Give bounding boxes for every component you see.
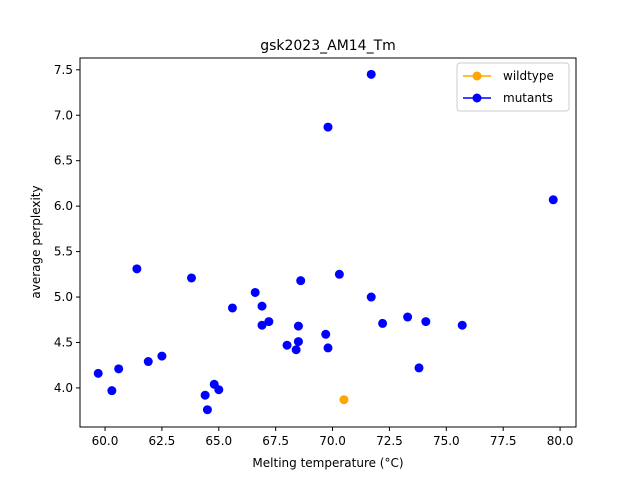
mutants-point bbox=[323, 343, 333, 353]
x-tick-label: 80.0 bbox=[547, 434, 574, 448]
mutants-point bbox=[457, 320, 467, 330]
mutants-point bbox=[293, 337, 303, 347]
mutants-point bbox=[403, 312, 413, 322]
mutants-point bbox=[414, 363, 424, 373]
chart-title: gsk2023_AM14_Tm bbox=[260, 38, 396, 54]
x-tick-label: 60.0 bbox=[92, 434, 119, 448]
mutants-point bbox=[227, 303, 237, 313]
mutants-point bbox=[107, 386, 117, 396]
mutants-point bbox=[421, 317, 431, 327]
x-tick-label: 67.5 bbox=[262, 434, 289, 448]
y-axis: 4.0 4.5 5.0 5.5 6.0 6.5 7.0 7.5 bbox=[54, 63, 80, 395]
mutants-point bbox=[366, 292, 376, 302]
y-tick-label: 7.0 bbox=[54, 108, 73, 122]
legend: wildtype mutants bbox=[456, 62, 570, 112]
x-tick-label: 75.0 bbox=[433, 434, 460, 448]
x-tick-label: 62.5 bbox=[149, 434, 176, 448]
mutants-point bbox=[132, 264, 142, 274]
axes-frame bbox=[79, 57, 577, 428]
y-tick-label: 5.0 bbox=[54, 290, 73, 304]
x-axis: 60.0 62.5 65.0 67.5 70.0 72.5 75.0 77.5 80.0 bbox=[92, 427, 574, 448]
x-tick-label: 70.0 bbox=[319, 434, 346, 448]
mutants-point bbox=[250, 287, 260, 297]
x-tick-label: 77.5 bbox=[490, 434, 517, 448]
mutants-point bbox=[93, 368, 103, 378]
y-tick-label: 6.5 bbox=[54, 154, 73, 168]
mutants-point bbox=[282, 340, 292, 350]
plot-area bbox=[79, 57, 577, 428]
x-axis-label: Melting temperature (°C) bbox=[252, 456, 403, 470]
mutants-point bbox=[296, 276, 306, 286]
mutants-point bbox=[200, 390, 210, 400]
mutants-point bbox=[291, 345, 301, 355]
y-tick-label: 6.0 bbox=[54, 199, 73, 213]
wildtype-point bbox=[339, 395, 349, 405]
y-tick-label: 5.5 bbox=[54, 245, 73, 259]
data-points bbox=[93, 69, 558, 415]
x-tick-label: 72.5 bbox=[376, 434, 403, 448]
mutants-point bbox=[257, 320, 267, 330]
legend-frame bbox=[456, 62, 570, 112]
mutants-point bbox=[548, 195, 558, 205]
legend-label-mutants: mutants bbox=[503, 91, 553, 105]
mutants-point bbox=[378, 318, 388, 328]
mutants-point bbox=[293, 321, 303, 331]
mutants-point bbox=[257, 301, 267, 311]
mutants-point bbox=[264, 317, 274, 327]
mutants-point bbox=[321, 329, 331, 339]
mutants-point bbox=[323, 122, 333, 132]
mutants-point bbox=[157, 351, 167, 361]
mutants-point bbox=[143, 357, 153, 367]
y-tick-label: 7.5 bbox=[54, 63, 73, 77]
legend-marker-mutants bbox=[472, 93, 482, 103]
mutants-point bbox=[202, 405, 212, 415]
mutants-point bbox=[186, 273, 196, 283]
legend-marker-wildtype bbox=[472, 71, 482, 81]
mutants-point bbox=[214, 385, 224, 395]
mutants-point bbox=[114, 364, 124, 374]
mutants-point bbox=[334, 269, 344, 279]
x-tick-label: 65.0 bbox=[205, 434, 232, 448]
y-axis-label: average perplexity bbox=[29, 185, 43, 298]
y-tick-label: 4.0 bbox=[54, 381, 73, 395]
y-tick-label: 4.5 bbox=[54, 335, 73, 349]
mutants-point bbox=[366, 69, 376, 79]
legend-label-wildtype: wildtype bbox=[503, 69, 554, 83]
